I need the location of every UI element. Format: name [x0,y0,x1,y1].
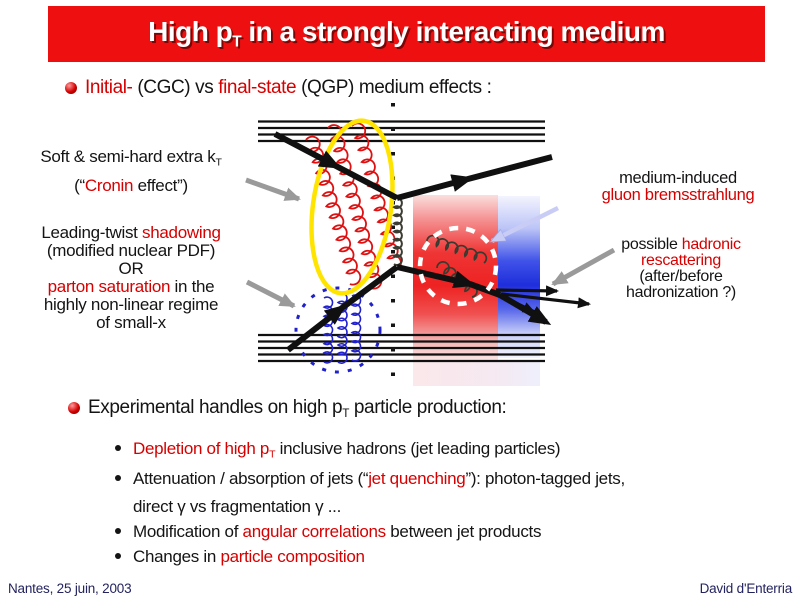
outgoing-parton-up-arrow [396,154,553,201]
medium-fade-region [413,360,540,386]
label-gluon-bremsstrahlung: medium-induced gluon bremsstrahlung [578,170,778,204]
jet-fragment-arrow-1 [495,285,559,297]
handle-jet-quenching: Attenuation / absorption of jets (“jet q… [115,469,625,489]
incoming-parton-bottom-arrow [286,264,399,353]
cronin-line1: Soft & semi-hard extra kT [40,147,222,169]
jet-fan-arrows [495,285,591,314]
rescatter-line3: (after/before [639,268,723,285]
saturation-dotted-circle [294,286,382,374]
bullet2-subscript: T [342,406,349,420]
red-sphere-bullet-icon [65,82,77,94]
title-text: High p [148,16,233,48]
shadowing-pointer-arrow [245,279,296,309]
saturation-gluon-coils [322,291,362,365]
red-sphere-bullet-icon [68,402,80,414]
title-subscript: T [232,33,242,51]
bullet-experimental-handles: Experimental handles on high pT particle… [68,397,507,420]
black-dot-bullet-icon [115,445,121,451]
title-banner: High pT in a strongly interacting medium [48,6,765,62]
nucleus-lines-top [258,120,545,143]
shadowing-line1: Leading-twist shadowing [41,223,221,242]
black-dot-bullet-icon [115,553,121,559]
black-dot-bullet-icon [115,475,121,481]
shadowing-line5: highly non-linear regime [43,295,219,314]
jet-fragment-arrow-3 [497,293,536,314]
rescatter-line2: rescattering [641,252,721,269]
label-cronin-effect: Soft & semi-hard extra kT (“Cronin effec… [28,145,234,198]
cronin-pointer-arrow [245,177,301,202]
bremsstrahlung-pointer-arrow [492,205,560,244]
cronin-line2: (“Cronin effect”) [74,176,188,196]
footer-author: David d'Enterria [699,581,793,596]
rescattering-dashed-circle [417,225,499,307]
bullet1-cgc: (CGC) vs [132,77,219,98]
jet-fragment-arrow-2 [501,292,591,309]
shadowing-line4: parton saturation in the [47,277,215,296]
yellow-highlight-ellipse [309,118,395,296]
label-hadronic-rescattering: possible hadronic rescattering (after/be… [591,237,771,301]
slide-title: High pT in a strongly interacting medium [148,16,665,51]
handle-depletion: Depletion of high pT inclusive hadrons (… [115,439,561,460]
shadowing-line2: (modified nuclear PDF) [46,241,216,260]
brems-line2: gluon bremsstrahlung [601,186,755,204]
incoming-parton-top-arrow [273,131,399,201]
bullet2-text: Experimental handles on high p [88,397,343,418]
shadowing-line3: OR [118,259,144,278]
parton-arrows [273,131,553,353]
handle-jet-quenching-cont: direct γ vs fragmentation γ ... [133,497,342,516]
footer-venue-date: Nantes, 25 juin, 2003 [8,581,132,596]
handle-angular-correlations: Modification of angular correlations bet… [115,522,541,542]
brems-line1: medium-induced [619,169,737,187]
bullet1-qgp: (QGP) medium effects : [296,77,492,98]
bullet1-initial: Initial- [85,77,133,98]
bullet-initial-vs-final: Initial- (CGC) vs final-state (QGP) medi… [65,77,492,99]
rescatter-line1: possible hadronic [621,236,741,253]
black-dot-bullet-icon [115,528,121,534]
rescattering-pointer-arrow [551,247,616,287]
shadowing-line6: of small-x [96,313,166,332]
rescatter-line4: hadronization ?) [626,284,736,301]
jet-parton-arrow [396,264,502,298]
bullet1-final-state: final-state [218,77,297,98]
label-pointer-arrows [245,177,616,309]
bullet2-text-rest: particle production: [348,397,507,418]
title-text-rest: in a strongly interacting medium [241,16,665,48]
handle-particle-composition: Changes in particle composition [115,547,365,567]
label-shadowing-saturation: Leading-twist shadowing (modified nuclea… [26,224,236,332]
gluon-exchange-coil [392,197,403,266]
